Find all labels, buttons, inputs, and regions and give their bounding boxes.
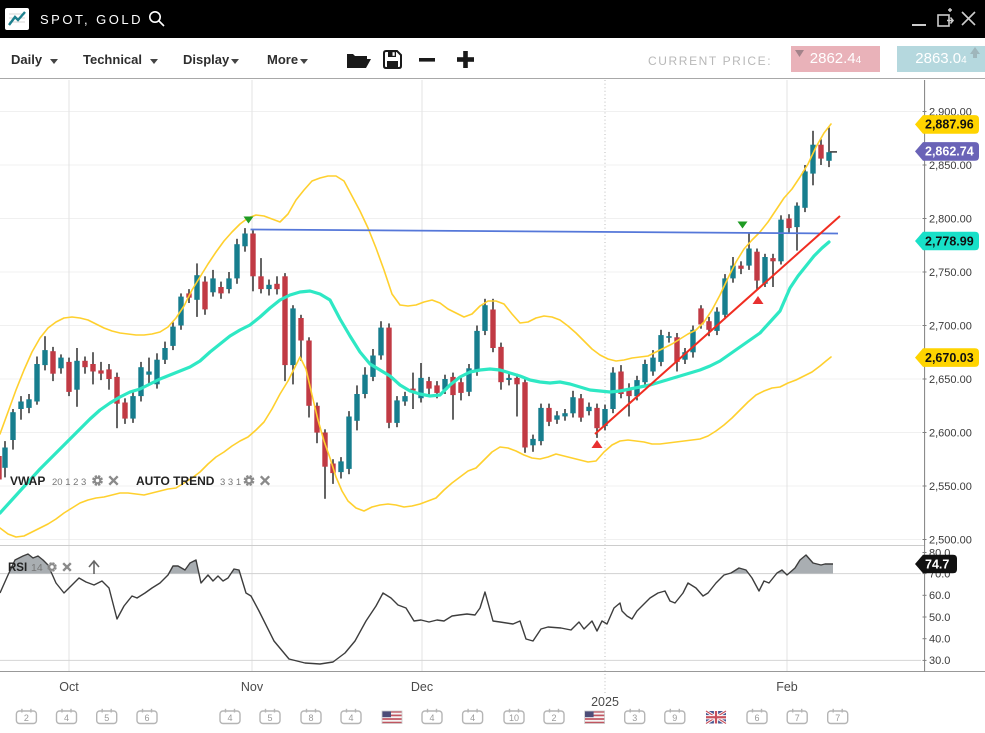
svg-text:2,778.99: 2,778.99 [925,234,974,248]
svg-text:Nov: Nov [241,680,264,694]
svg-text:Oct: Oct [59,680,79,694]
svg-text:RSI: RSI [8,562,27,574]
svg-text:2: 2 [551,713,556,723]
svg-text:Feb: Feb [776,680,798,694]
svg-text:4: 4 [64,713,69,723]
svg-text:4: 4 [348,713,353,723]
svg-text:14: 14 [31,562,43,574]
svg-text:2: 2 [24,713,29,723]
svg-text:2,700.00: 2,700.00 [929,320,972,332]
svg-text:2,887.96: 2,887.96 [925,118,974,132]
svg-text:7: 7 [835,713,840,723]
svg-text:50.0: 50.0 [929,612,950,624]
svg-text:8: 8 [308,713,313,723]
svg-text:2,800.00: 2,800.00 [929,213,972,225]
svg-text:60.0: 60.0 [929,590,950,602]
svg-text:3: 3 [632,713,637,723]
svg-text:2025: 2025 [591,695,619,709]
svg-text:4: 4 [227,713,232,723]
svg-text:3 3 1: 3 3 1 [220,477,241,488]
svg-text:AUTO TREND: AUTO TREND [136,474,215,488]
svg-text:4: 4 [429,713,434,723]
svg-text:10: 10 [509,713,519,723]
svg-text:2,500.00: 2,500.00 [929,534,972,546]
svg-text:5: 5 [104,713,109,723]
svg-text:2,850.00: 2,850.00 [929,160,972,172]
svg-text:40.0: 40.0 [929,634,950,646]
svg-text:VWAP: VWAP [10,474,45,488]
svg-text:2,670.03: 2,670.03 [925,351,974,365]
svg-text:2,600.00: 2,600.00 [929,427,972,439]
svg-text:4: 4 [470,713,475,723]
svg-text:2,550.00: 2,550.00 [929,481,972,493]
svg-text:2,750.00: 2,750.00 [929,267,972,279]
svg-text:74.7: 74.7 [925,557,949,571]
svg-text:30.0: 30.0 [929,655,950,667]
svg-text:2,862.74: 2,862.74 [925,145,974,159]
svg-text:2,650.00: 2,650.00 [929,374,972,386]
svg-text:7: 7 [795,713,800,723]
svg-text:9: 9 [672,713,677,723]
svg-text:6: 6 [754,713,759,723]
svg-text:5: 5 [267,713,272,723]
svg-text:Dec: Dec [411,680,433,694]
svg-text:20 1 2 3: 20 1 2 3 [52,477,86,488]
svg-text:6: 6 [144,713,149,723]
